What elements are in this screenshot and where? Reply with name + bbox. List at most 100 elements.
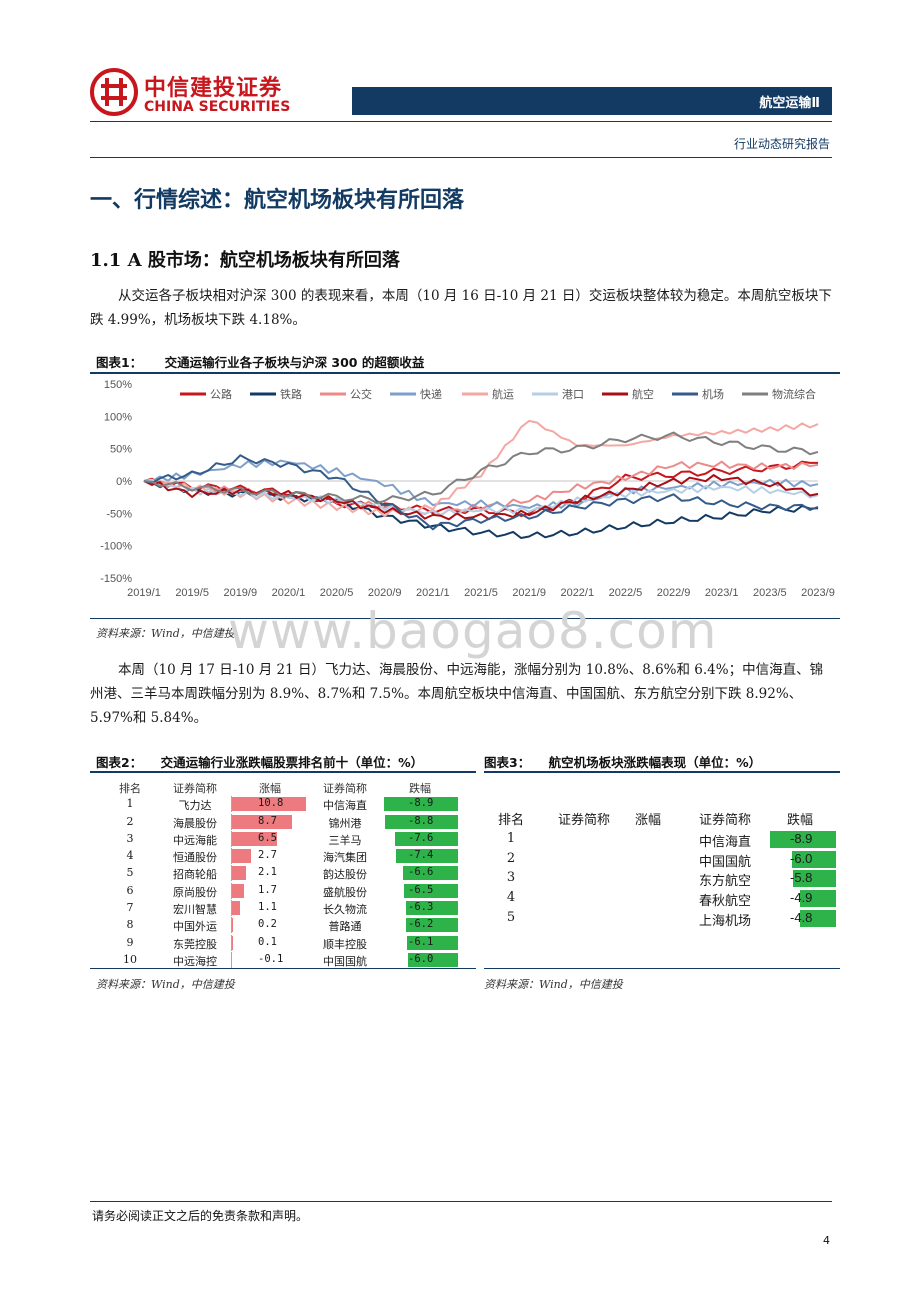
loss-value: -6.3 [408,901,434,914]
aviation-table: 排名 证券简称 涨幅 证券简称 跌幅 1 中信海直 -8.9 2 中国国航 -6.0 3 东方… [484,808,836,929]
figure1-top-rule [90,372,840,374]
y-tick-label: -50% [106,508,132,520]
figure1-source: 资料来源：Wind，中信建投 [96,627,235,640]
disclaimer: 请务必阅读正文之后的免责条款和声明。 [92,1209,309,1223]
stock-name: 春秋航空 [698,894,751,910]
figure2-source: 资料来源：Wind，中信建投 [96,978,235,991]
report-type: 行业动态研究报告 [733,137,830,151]
gainer-name: 中远海控 [173,954,217,968]
x-tick-label: 2019/9 [223,587,257,599]
loss-bar [405,901,458,916]
table-header-row: 排名 证券简称 涨幅 证券简称 跌幅 [484,808,832,830]
figure3-label: 图表3： [484,755,531,770]
series-line-机场 [143,454,819,531]
header-band: 航空运输Ⅱ [352,87,832,115]
table-row: 2 海晨股份 8.7 锦州港 -8.8 [90,813,480,830]
table-row: 4 恒通股份 2.7 海汽集团 -7.4 [90,847,480,865]
figure3-top-rule [484,771,840,773]
rank-cell: 2 [506,850,516,866]
loss-bar [408,952,458,967]
rank-cell: 2 [126,814,134,828]
table-row: 1 飞力达 10.8 中信海直 -8.9 [90,795,480,813]
table-row: 4 春秋航空 -4.9 [484,889,836,910]
figure2-label: 图表2： [96,755,143,770]
x-tick-label: 2021/9 [512,587,546,599]
rank-cell: 3 [506,870,516,886]
gain-value: 1.1 [258,901,277,914]
col-name2: 证券简称 [698,813,751,828]
gain-bar [232,935,233,950]
loss-bar [799,890,836,908]
gain-value: 0.2 [258,918,277,931]
series-line-航运 [143,419,819,518]
gainer-name: 海晨股份 [173,816,217,830]
rank-cell: 1 [126,797,134,811]
figure3-title: 图表3： 航空机场板块涨跌幅表现（单位：%） [484,752,761,771]
loser-name: 韵达股份 [323,868,367,882]
gain-value: 1.7 [258,883,277,896]
loser-name: 锦州港 [328,816,362,830]
y-tick-label: 150% [104,379,132,391]
x-tick-label: 2022/9 [657,587,691,599]
gainer-name: 中远海能 [173,833,217,847]
figure3-bottom-rule [484,968,840,969]
gain-axis [231,865,232,882]
loss-bar [384,797,458,812]
y-tick-label: 0% [116,476,132,488]
loser-name: 顺丰控股 [323,937,367,951]
loss-bar [384,814,458,829]
gain-axis [231,934,232,951]
x-tick-label: 2020/5 [320,587,354,599]
gain-bar [232,918,234,933]
x-tick-label: 2023/9 [801,587,835,599]
loss-value: -7.4 [408,849,434,862]
col-name2: 证券简称 [323,782,367,795]
figure2-caption: 交通运输行业涨跌幅股票排名前十（单位：%） [160,755,424,770]
loser-name: 中信海直 [323,799,367,813]
figure1-caption: 交通运输行业各子板块与沪深 300 的超额收益 [164,355,425,370]
x-tick-label: 2021/5 [464,587,498,599]
gain-axis [231,813,232,830]
series-line-公路 [143,460,818,517]
loss-bar [770,831,836,848]
col-name1: 证券简称 [173,782,217,795]
loss-value: -6.1 [408,935,434,948]
legend-label: 铁路 [280,388,302,401]
gain-value: -0.1 [258,952,284,965]
col-name1: 证券简称 [557,813,610,828]
figure1-bottom-rule [90,618,840,619]
loss-value: -5.8 [790,870,813,886]
report-type-divider [90,157,832,158]
x-tick-label: 2023/1 [705,587,739,599]
gainer-name: 恒通股份 [173,851,217,865]
gain-value: 0.1 [258,935,277,948]
paragraph-1: 从交运各子板块相对沪深 300 的表现来看，本周（10 月 16 日-10 月 … [90,288,832,328]
legend-label: 公路 [210,388,232,401]
y-tick-label: -150% [100,573,132,585]
loser-name: 三羊马 [328,833,362,847]
table-row: 3 东方航空 -5.8 [484,869,836,890]
gainer-name: 原尚股份 [173,885,217,899]
figure2-title: 图表2： 交通运输行业涨跌幅股票排名前十（单位：%） [96,752,423,771]
loss-bar [407,935,458,950]
rank-cell: 4 [506,890,516,906]
legend-label: 快递 [420,387,442,401]
legend-label: 物流综合 [772,387,816,401]
legend-label: 公交 [350,387,372,401]
x-tick-label: 2019/5 [175,587,209,599]
excess-return-chart: 150% 100% 50% 0% -50% -100% -150% 2019/1 2019/5 2… [100,379,835,599]
rank-cell: 9 [126,935,134,949]
gain-bar [232,814,292,829]
stock-name: 东方航空 [698,874,751,890]
loser-name: 海汽集团 [323,851,367,865]
gain-axis [231,882,232,899]
col-down: 跌幅 [409,782,431,795]
loss-bar [403,883,458,898]
x-tick-label: 2021/1 [416,587,450,599]
figure3-source: 资料来源：Wind，中信建投 [484,978,623,991]
gain-value: 8.7 [258,814,277,827]
figure1-title: 图表1： 交通运输行业各子板块与沪深 300 的超额收益 [96,352,424,371]
gain-bar [232,797,306,812]
loser-name: 普路通 [328,920,362,934]
loss-value: -6.0 [790,850,813,866]
